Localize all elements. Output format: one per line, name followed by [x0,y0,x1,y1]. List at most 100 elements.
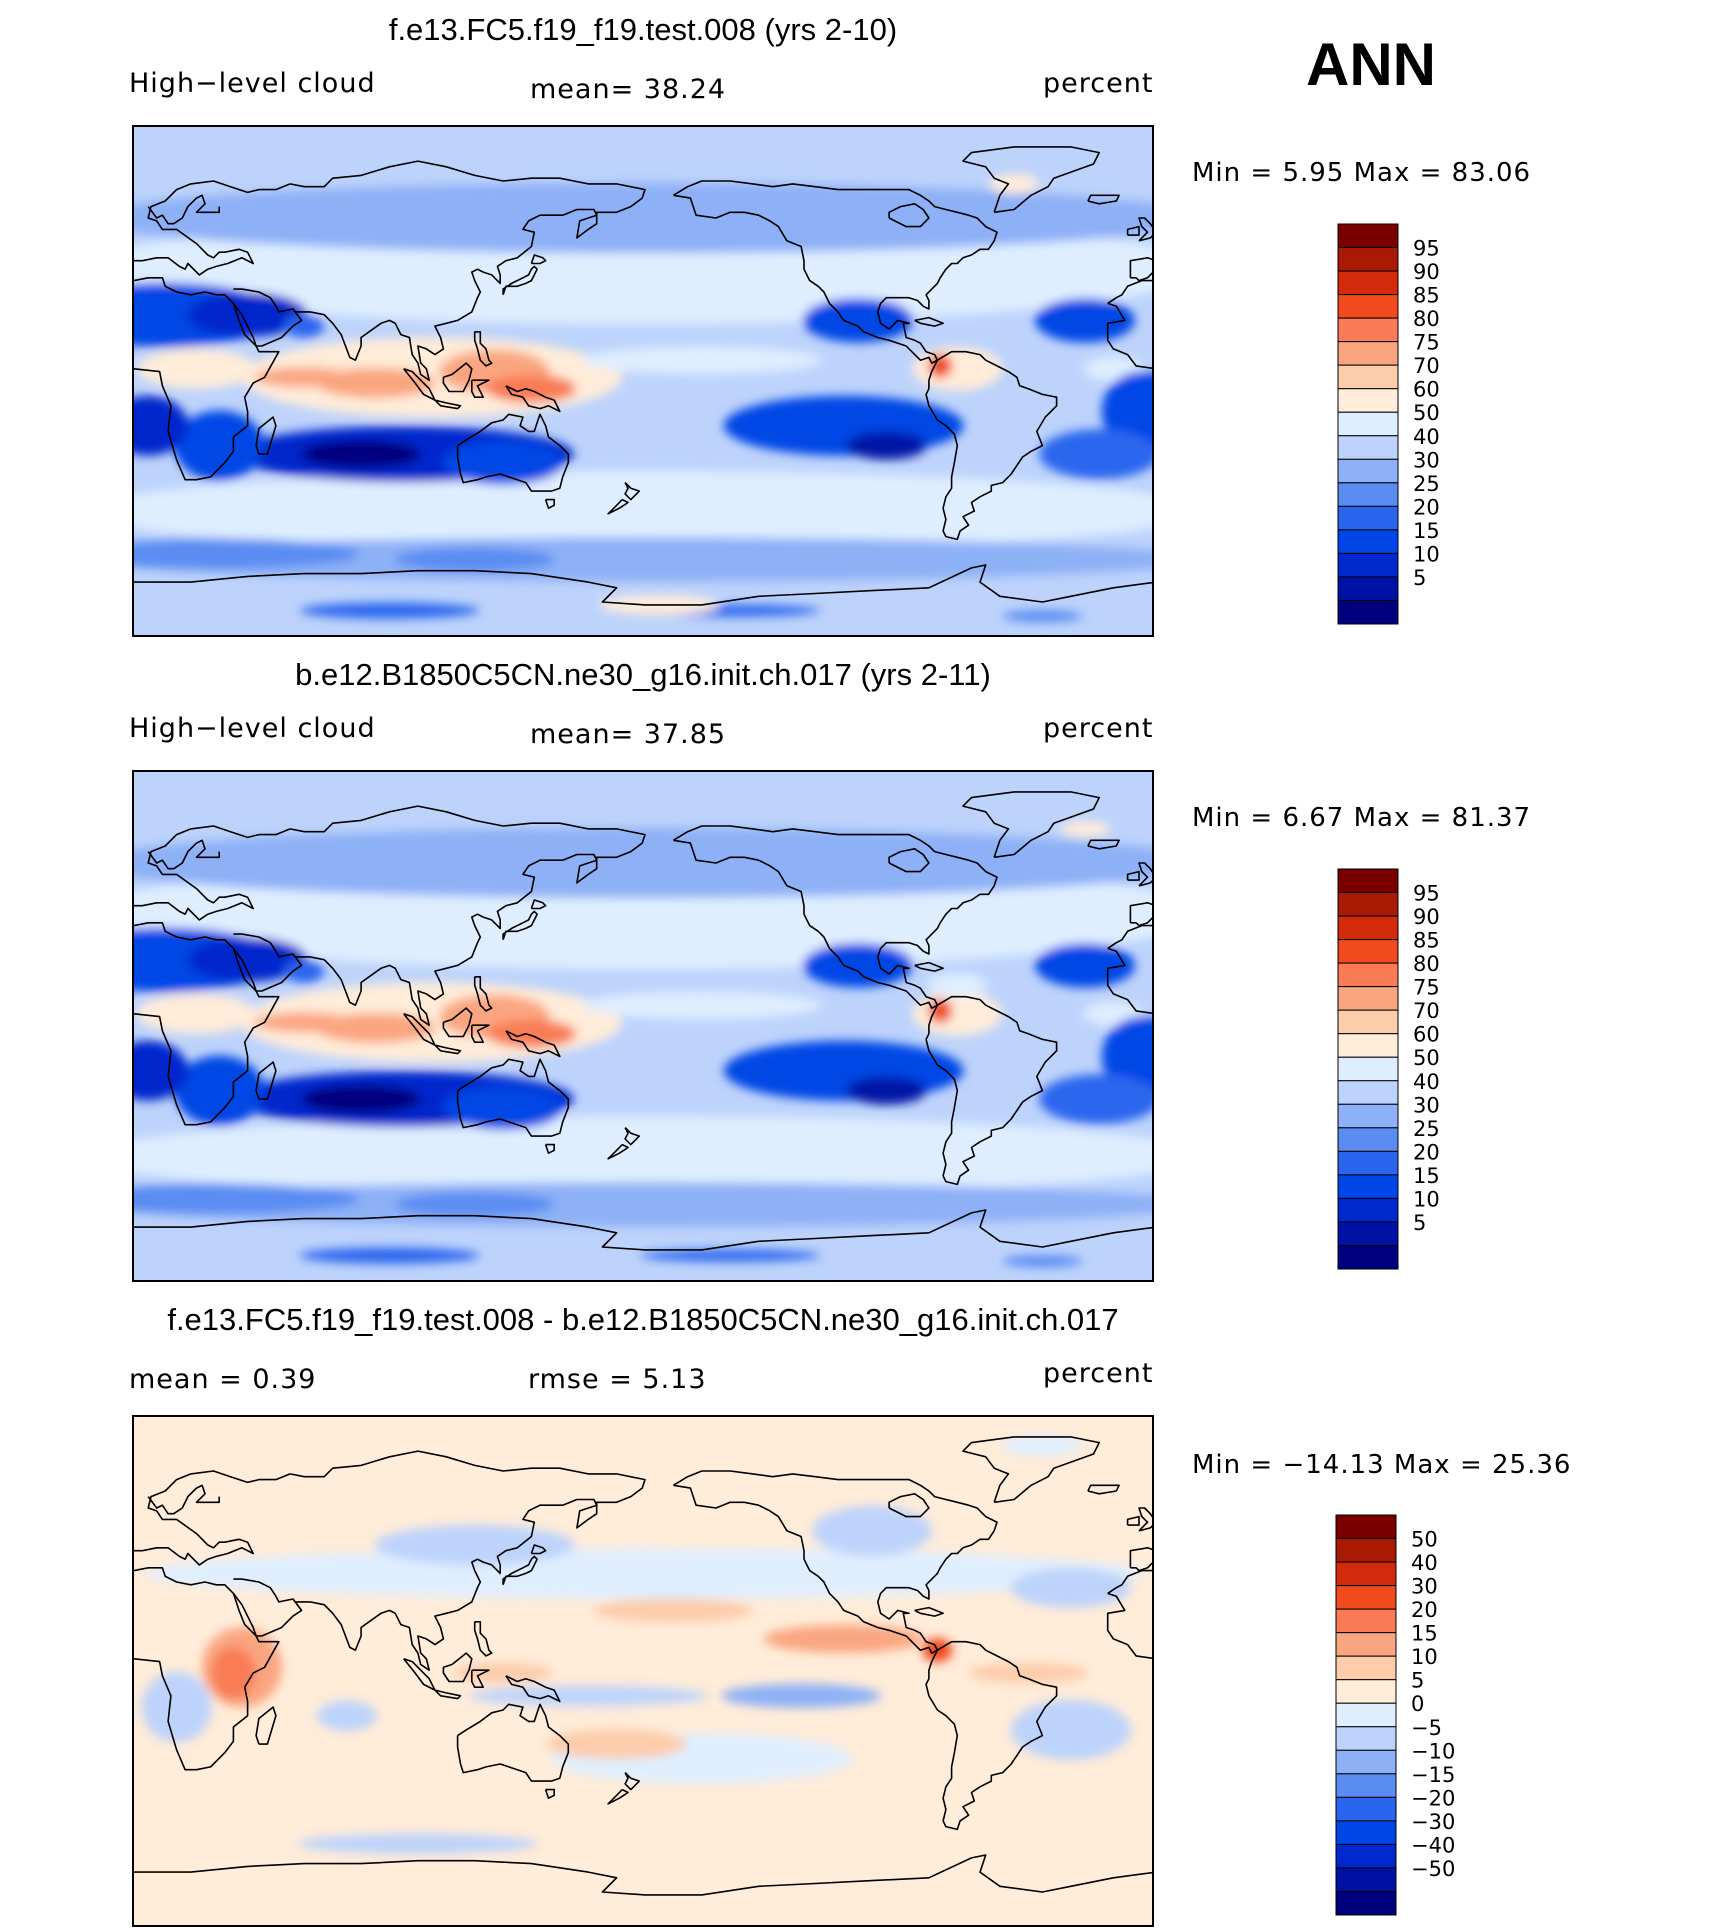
panel-1-minmax: Min = 5.95 Max = 83.06 [1192,158,1532,188]
panel-3-colorbar: 50 40 30 20 15 10 5 0 −5 −10 −15 −20 −30 −40 −50 [1335,1514,1476,1919]
colorbar-box [1337,868,1399,894]
colorbar-label: 30 [1413,448,1440,472]
panel-1-variable-label: High−level cloud [129,68,376,99]
panel-2-colorbar: 95 90 85 80 75 70 60 50 40 30 25 20 15 10 5 [1337,868,1478,1273]
colorbar-label: 30 [1411,1575,1438,1599]
colorbar-label: −30 [1411,1810,1455,1834]
season-label: ANN [1306,31,1436,98]
panel-3-units-label: percent [1043,1358,1154,1389]
panel-3-title: f.e13.FC5.f19_f19.test.008 - b.e12.B1850… [167,1302,1119,1337]
colorbar-box [1337,1127,1399,1152]
colorbar-box [1337,599,1399,625]
colorbar-box [1337,1056,1399,1082]
colorbar-box [1337,1197,1399,1223]
panel-2-mean-label: mean= 37.85 [530,719,727,750]
colorbar-label: 90 [1413,260,1440,284]
colorbar-label: 50 [1411,1528,1438,1552]
panel-2-map [132,770,1154,1282]
colorbar-label: 40 [1411,1551,1438,1575]
colorbar-box [1335,1514,1397,1540]
colorbar-box [1337,317,1399,343]
colorbar-box [1335,1702,1397,1728]
colorbar-label: 90 [1413,905,1440,929]
colorbar-label: 25 [1413,1117,1440,1141]
panel-1-colorbar: 95 90 85 80 75 70 60 50 40 30 25 20 15 10 5 [1337,223,1478,628]
colorbar-box [1335,1608,1397,1634]
colorbar-box [1337,1009,1399,1035]
colorbar-box [1337,915,1399,941]
colorbar-label: 25 [1413,472,1440,496]
colorbar-box [1337,552,1399,578]
colorbar-box [1335,1843,1397,1869]
colorbar-box [1337,247,1399,272]
coastlines [134,146,1152,606]
colorbar-box [1337,223,1399,249]
panel-2-map-svg [134,772,1152,1280]
panel-1-map-svg [134,127,1152,635]
colorbar-label: 95 [1413,237,1440,261]
panel-3-rmse-label: rmse = 5.13 [528,1364,707,1395]
colorbar-label: 15 [1413,1164,1440,1188]
colorbar-box [1335,1726,1397,1751]
colorbar-label: −15 [1411,1763,1455,1787]
colorbar-label: −40 [1411,1833,1455,1857]
colorbar-label: 20 [1413,1140,1440,1164]
colorbar-box [1335,1796,1397,1822]
panel-3-map [132,1415,1154,1927]
colorbar-box [1335,1632,1397,1657]
colorbar-box [1335,1585,1397,1610]
colorbar-label: −10 [1411,1739,1455,1763]
colorbar-label: 15 [1413,519,1440,543]
colorbar-label: 80 [1413,952,1440,976]
panel-1-mean-label: mean= 38.24 [530,74,727,105]
colorbar-label: 75 [1413,331,1440,355]
colorbar-box [1337,341,1399,366]
colorbar-box [1337,939,1399,964]
colorbar-label: −20 [1411,1786,1455,1810]
colorbar-box [1337,1174,1399,1199]
colorbar-box [1335,1538,1397,1563]
colorbar-box [1337,576,1399,601]
colorbar-box [1337,435,1399,460]
colorbar-label: 5 [1413,1211,1426,1235]
panel-3-mean-label: mean = 0.39 [129,1364,317,1395]
colorbar-label: 50 [1413,1046,1440,1070]
colorbar-box [1337,364,1399,390]
colorbar-label: 85 [1413,284,1440,308]
colorbar-box [1337,1103,1399,1129]
colorbar-label: 15 [1411,1622,1438,1646]
colorbar-box [1335,1655,1397,1681]
colorbar-box [1337,1033,1399,1058]
colorbar-box [1337,388,1399,413]
colorbar-box [1337,411,1399,437]
panel-3-map-svg [134,1417,1152,1925]
colorbar-label: 70 [1413,354,1440,378]
colorbar-box [1337,270,1399,296]
colorbar-box [1335,1890,1397,1916]
colorbar-box [1337,458,1399,484]
colorbar-box [1337,1150,1399,1176]
colorbar-label: 20 [1413,495,1440,519]
colorbar-box [1335,1867,1397,1892]
panel-2-title: b.e12.B1850C5CN.ne30_g16.init.ch.017 (yr… [295,657,991,692]
colorbar-label: 10 [1413,542,1440,566]
colorbar-box [1337,1244,1399,1270]
colorbar-label: −5 [1411,1716,1442,1740]
colorbar-box [1337,986,1399,1011]
colorbar-label: 75 [1413,976,1440,1000]
colorbar-label: 80 [1413,307,1440,331]
colorbar-box [1335,1679,1397,1704]
colorbar-label: 5 [1413,566,1426,590]
colorbar-box [1337,1221,1399,1246]
colorbar-label: 20 [1411,1598,1438,1622]
panel-1-title: f.e13.FC5.f19_f19.test.008 (yrs 2-10) [388,12,898,47]
panel-2-minmax: Min = 6.67 Max = 81.37 [1192,803,1532,833]
colorbar-box [1337,505,1399,531]
coastlines [134,1436,1152,1896]
panel-2-variable-label: High−level cloud [129,713,376,744]
colorbar-box [1337,294,1399,319]
colorbar-label: 5 [1411,1669,1424,1693]
colorbar-label: 0 [1411,1692,1424,1716]
colorbar-label: 70 [1413,999,1440,1023]
colorbar-label: 40 [1413,1070,1440,1094]
